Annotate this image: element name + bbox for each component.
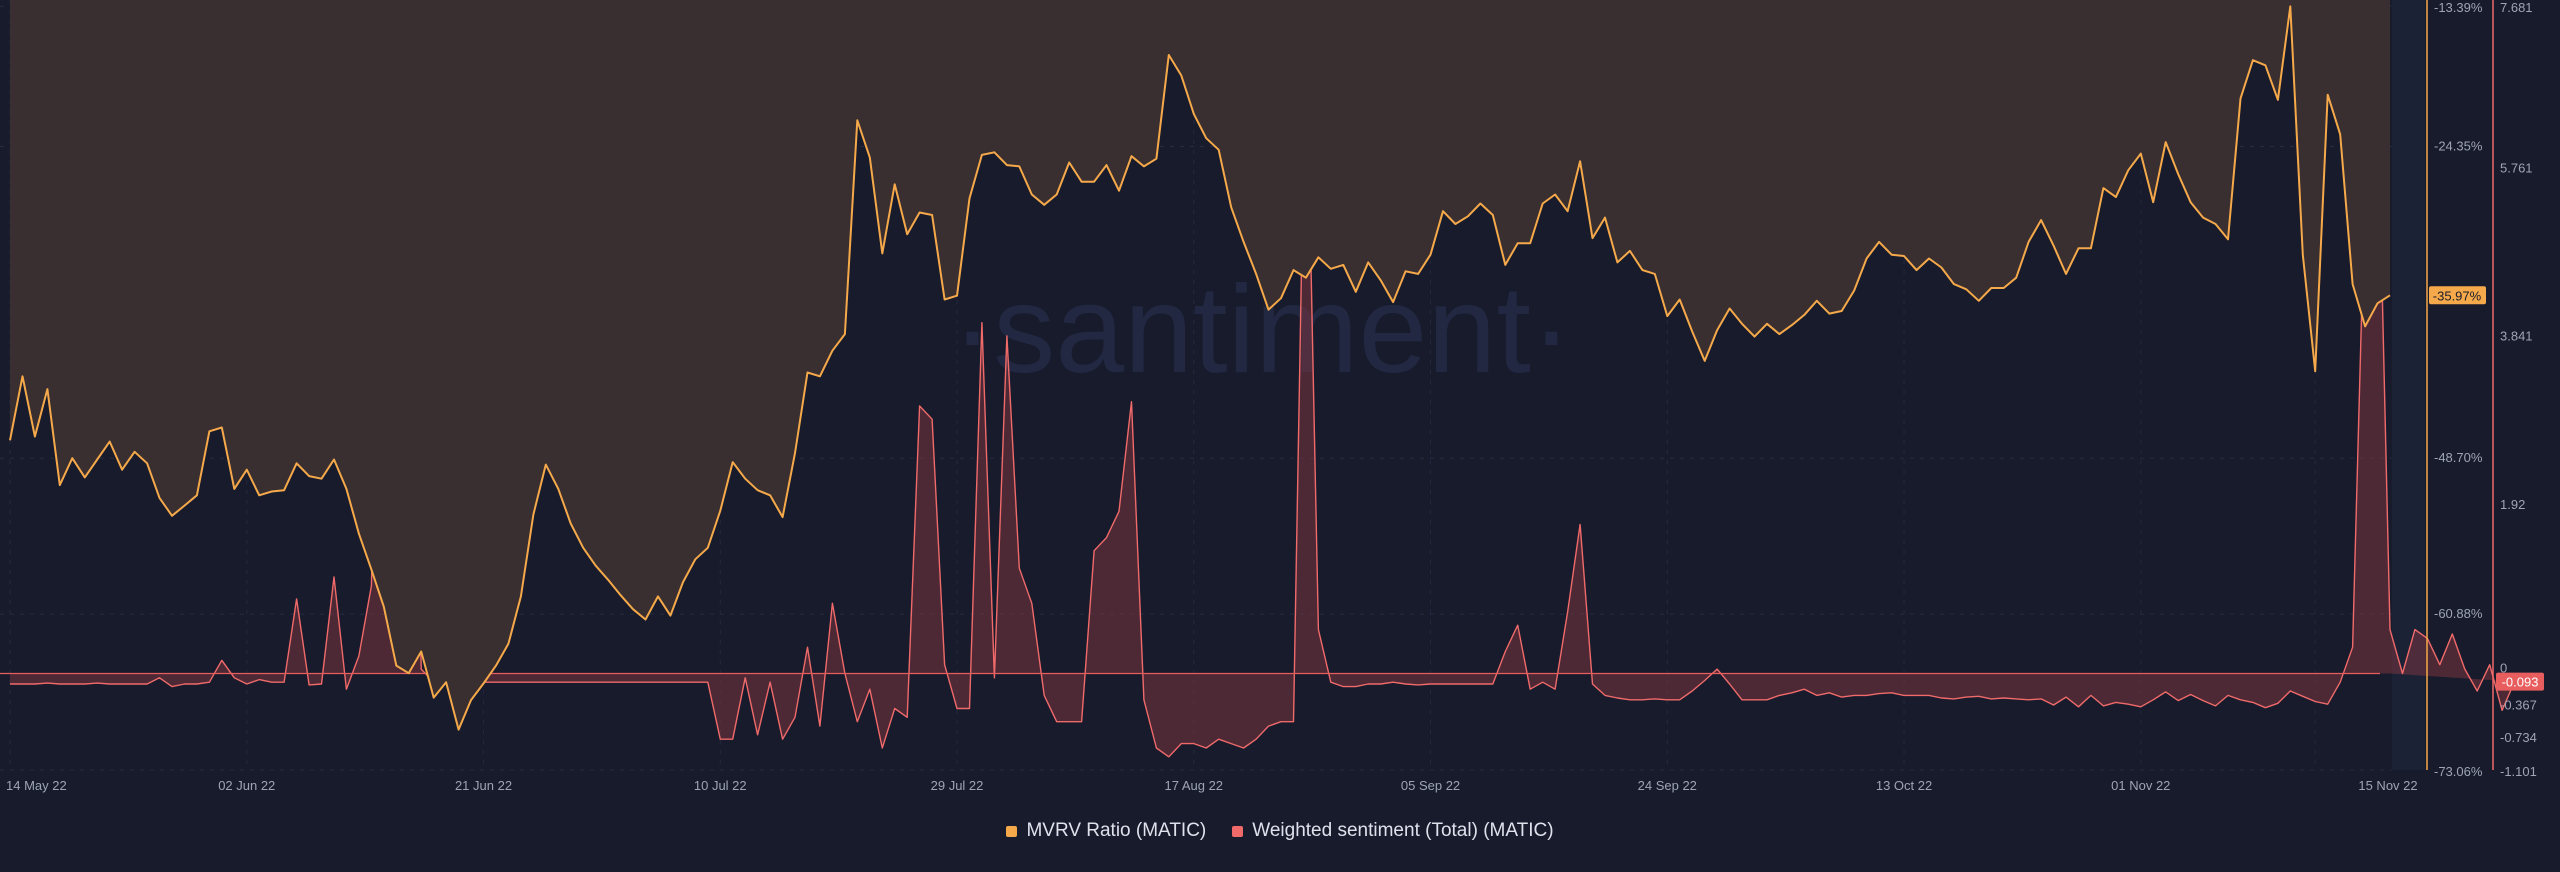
- sentiment-current-value: -0.093: [2502, 675, 2539, 690]
- x-tick-label: 15 Nov 22: [2358, 778, 2417, 793]
- legend-label-sentiment: Weighted sentiment (Total) (MATIC): [1252, 820, 1553, 842]
- left-axis-tick-label: -60.88%: [2434, 606, 2483, 621]
- x-tick-label: 14 May 22: [6, 778, 67, 793]
- left-axis-tick-label: -13.39%: [2434, 0, 2483, 15]
- legend-item-sentiment[interactable]: Weighted sentiment (Total) (MATIC): [1232, 820, 1553, 842]
- legend-label-mvrv: MVRV Ratio (MATIC): [1026, 820, 1206, 842]
- right-axis-tick-label: 3.841: [2500, 329, 2533, 344]
- x-tick-label: 24 Sep 22: [1638, 778, 1697, 793]
- right-axis-tick-label: 7.681: [2500, 0, 2533, 15]
- x-tick-label: 29 Jul 22: [931, 778, 984, 793]
- right-axis-tick-label: 1.92: [2500, 497, 2525, 512]
- right-axis-tick-label: -0.367: [2500, 698, 2537, 713]
- legend-swatch-sentiment: [1232, 826, 1243, 837]
- x-tick-label: 13 Oct 22: [1876, 778, 1932, 793]
- x-tick-label: 21 Jun 22: [455, 778, 512, 793]
- legend: MVRV Ratio (MATIC) Weighted sentiment (T…: [0, 820, 2560, 842]
- left-axis-tick-label: -73.06%: [2434, 764, 2483, 779]
- legend-item-mvrv[interactable]: MVRV Ratio (MATIC): [1006, 820, 1206, 842]
- legend-swatch-mvrv: [1006, 826, 1017, 837]
- right-axis-tick-label: -0.734: [2500, 730, 2537, 745]
- mvrv-current-value: -35.97%: [2433, 288, 2482, 303]
- left-axis-tick-label: -48.70%: [2434, 450, 2483, 465]
- right-axis-tick-label: 5.761: [2500, 160, 2533, 175]
- current-value-markers: -35.97% -0.093: [2429, 286, 2544, 690]
- x-tick-label: 05 Sep 22: [1401, 778, 1460, 793]
- x-tick-label: 02 Jun 22: [218, 778, 275, 793]
- right-axis-tick-label: -1.101: [2500, 764, 2537, 779]
- left-axis-tick-label: -24.35%: [2434, 139, 2483, 154]
- x-tick-label: 10 Jul 22: [694, 778, 747, 793]
- x-tick-label: 01 Nov 22: [2111, 778, 2170, 793]
- x-tick-label: 17 Aug 22: [1164, 778, 1223, 793]
